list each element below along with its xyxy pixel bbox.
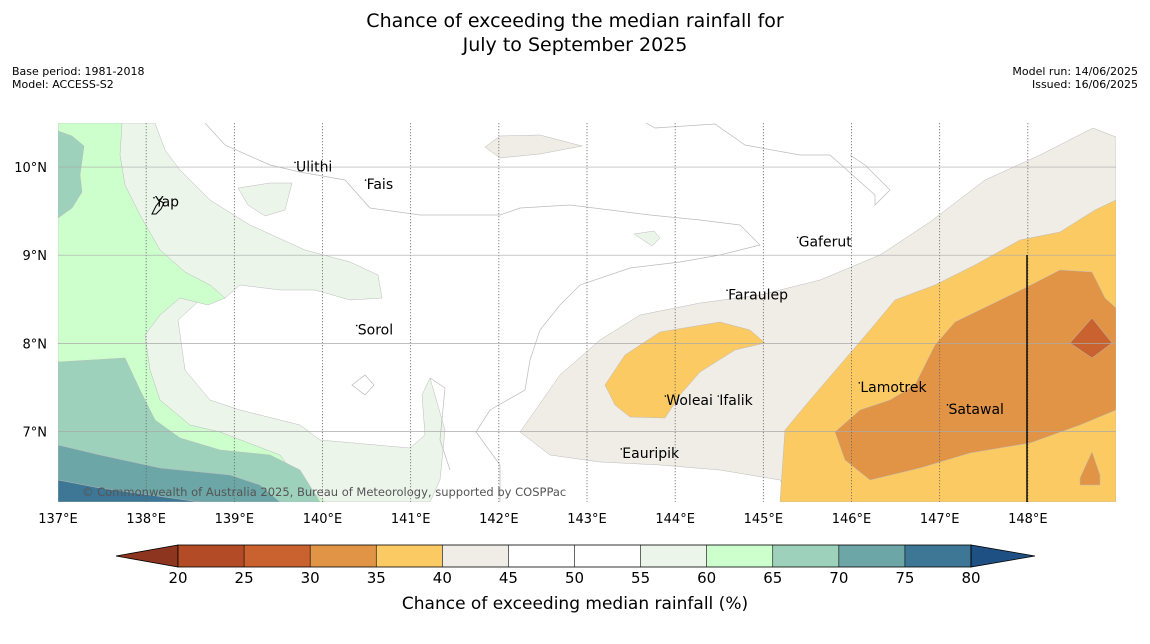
place-label-yap: Yap	[154, 195, 179, 211]
island-marker	[858, 382, 861, 384]
island-marker	[364, 179, 367, 181]
map-title: Chance of exceeding the median rainfall …	[0, 9, 1150, 57]
island-marker	[796, 236, 799, 239]
colorbar-tick-label: 20	[168, 569, 187, 587]
region-75-80	[58, 479, 201, 502]
place-label-lamotrek: Lamotrek	[860, 380, 927, 396]
colorbar-under-arrow	[115, 544, 179, 568]
colorbar-tick-label: 55	[631, 569, 650, 587]
longitude-tick-label: 146°E	[832, 512, 872, 527]
colorbar-tick-label: 65	[763, 569, 782, 587]
colorbar-tick-label: 35	[367, 569, 386, 587]
place-label-fais: Fais	[367, 177, 394, 193]
place-label-eauripik: Eauripik	[622, 446, 680, 462]
model-text: Model: ACCESS-S2	[12, 78, 114, 91]
place-label-gaferut: Gaferut	[799, 234, 853, 250]
latitude-tick-label: 8°N	[23, 337, 48, 352]
region-35-40-west	[604, 321, 766, 419]
colorbar-segment	[310, 545, 377, 567]
colorbar-segment	[178, 545, 245, 567]
colorbar-segment	[640, 545, 707, 567]
title-line-2: July to September 2025	[462, 34, 688, 56]
island-marker	[946, 404, 949, 406]
longitude-tick-label: 144°E	[655, 512, 695, 527]
model-run-text: Model run: 14/06/2025	[1012, 65, 1138, 78]
island-marker	[153, 196, 155, 199]
colorbar-segment	[772, 545, 839, 567]
longitude-tick-label: 148°E	[1008, 512, 1048, 527]
colorbar-tick-label: 80	[961, 569, 980, 587]
latitude-labels: 7°N 8°N 9°N 10°N	[14, 161, 47, 440]
region-30-35	[834, 269, 1116, 481]
colorbar-segment	[244, 545, 311, 567]
latitude-tick-label: 9°N	[23, 249, 48, 264]
title-line-1: Chance of exceeding the median rainfall …	[366, 10, 784, 32]
longitude-tick-label: 145°E	[744, 512, 784, 527]
place-labels: Ulithi Fais Yap Gaferut Faraulep Sorol Woleai I…	[153, 159, 1004, 462]
base-period-text: Base period: 1981-2018	[12, 65, 145, 78]
island-marker	[355, 324, 358, 327]
latitude-tick-label: 7°N	[23, 425, 48, 440]
contour-line-north	[204, 123, 761, 502]
island-marker	[294, 161, 296, 164]
longitude-tick-label: 138°E	[126, 512, 166, 527]
colorbar-tick-label: 75	[895, 569, 914, 587]
region-65-70-north	[58, 130, 85, 219]
colorbar-segment	[442, 545, 509, 567]
metadata-right: Model run: 14/06/2025 Issued: 16/06/2025	[1012, 65, 1138, 91]
colorbar-tick-label: 45	[499, 569, 518, 587]
colorbar-over-arrow	[970, 544, 1036, 568]
longitude-tick-label: 141°E	[391, 512, 431, 527]
colorbar-segment	[904, 545, 971, 567]
place-label-woleai: Woleai	[666, 393, 713, 409]
copyright-text: © Commonwealth of Australia 2025, Bureau…	[82, 485, 566, 499]
longitude-tick-label: 137°E	[38, 512, 78, 527]
metadata-left: Base period: 1981-2018 Model: ACCESS-S2	[12, 65, 144, 91]
colorbar-tick-label: 30	[301, 569, 320, 587]
map-plot-area: Ulithi Fais Yap Gaferut Faraulep Sorol Woleai I…	[58, 123, 1116, 502]
colorbar-segment	[574, 545, 641, 567]
island-marker	[726, 289, 728, 292]
contour-line-loop	[351, 374, 375, 396]
colorbar-label: Chance of exceeding median rainfall (%)	[401, 594, 749, 614]
colorbar-segment	[508, 545, 575, 567]
colorbar-segment	[376, 545, 443, 567]
island-marker	[664, 395, 667, 397]
place-label-sorol: Sorol	[358, 323, 393, 339]
contour-line-top	[645, 123, 891, 206]
colorbar: 20 25 30 35 40 45 50 55 60 65 70 75 80	[115, 544, 1036, 587]
place-label-faraulep: Faraulep	[728, 287, 788, 303]
longitude-tick-label: 140°E	[303, 512, 343, 527]
longitude-tick-label: 142°E	[479, 512, 519, 527]
region-30-35-patch	[1079, 451, 1101, 486]
longitude-tick-label: 147°E	[920, 512, 960, 527]
region-40-45-north	[484, 134, 583, 159]
latitude-tick-label: 10°N	[14, 161, 47, 176]
colorbar-segment	[838, 545, 905, 567]
island-marker	[717, 395, 720, 397]
colorbar-tick-label: 70	[829, 569, 848, 587]
place-label-ulithi: Ulithi	[296, 159, 332, 175]
colorbar-segment	[706, 545, 773, 567]
issued-text: Issued: 16/06/2025	[1031, 78, 1138, 91]
region-55-60-patch-b	[633, 230, 661, 247]
place-label-satawal: Satawal	[948, 402, 1003, 418]
longitude-tick-label: 143°E	[567, 512, 607, 527]
region-55-60-patch-a	[237, 182, 293, 217]
colorbar-tick-label: 50	[565, 569, 584, 587]
colorbar-tick-label: 25	[235, 569, 254, 587]
colorbar-tick-label: 40	[433, 569, 452, 587]
place-label-ifalik: Ifalik	[719, 393, 753, 409]
graticule	[58, 123, 1116, 502]
island-marker	[620, 448, 623, 450]
colorbar-tick-label: 60	[697, 569, 716, 587]
longitude-labels: 137°E 138°E 139°E 140°E 141°E 142°E 143°E 144°E…	[38, 512, 1047, 527]
contour-line-west	[429, 377, 451, 471]
longitude-tick-label: 139°E	[215, 512, 255, 527]
region-70-75	[58, 444, 281, 502]
yap-island-outline	[151, 197, 165, 215]
